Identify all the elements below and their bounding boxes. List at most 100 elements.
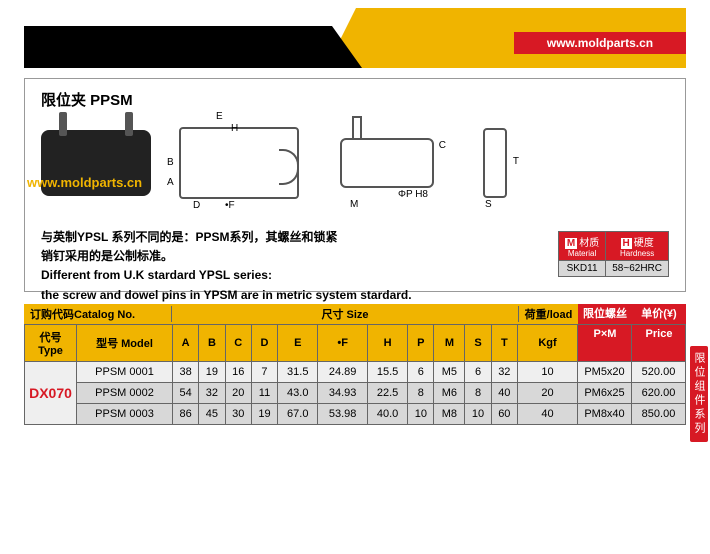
cell-t: 60: [491, 404, 517, 425]
cell-p: 8: [408, 383, 434, 404]
cell-b: 19: [199, 362, 225, 383]
cell-pm: PM6x25: [578, 383, 632, 404]
cell-t: 32: [491, 362, 517, 383]
part-side: C ΦP H8 M: [340, 138, 434, 188]
cell-e: 67.0: [278, 404, 318, 425]
dim-label: B: [167, 157, 174, 168]
title-en: SLIDE RETAINERS: [38, 45, 176, 61]
cell-pm: PM8x40: [578, 404, 632, 425]
catalog-header: 订购代码Catalog No. 尺寸 Size 荷重/load 限位螺丝 P×M…: [24, 304, 686, 324]
cell-s: 6: [465, 362, 491, 383]
cell-f: 53.98: [318, 404, 368, 425]
dim-label: M: [350, 199, 358, 210]
col-type: 代号 Type: [25, 325, 77, 362]
col-t: T: [491, 325, 517, 362]
dim-label: •F: [225, 200, 235, 211]
cell-c: 16: [225, 362, 251, 383]
material-box: M材质MaterialH硬度Hardness SKD1158~62HRC: [558, 231, 669, 277]
col-model: 型号 Model: [77, 325, 173, 362]
dim-label: D: [193, 200, 200, 211]
cell-a: 86: [173, 404, 199, 425]
content-panel: 限位夹 PPSM www.moldparts.cn E H B A D •F C…: [24, 78, 686, 292]
cell-model: PPSM 0001: [77, 362, 173, 383]
diagrams-row: E H B A D •F C ΦP H8 M T S: [41, 116, 669, 210]
cell-h: 40.0: [367, 404, 407, 425]
cell-a: 38: [173, 362, 199, 383]
cell-m: M8: [434, 404, 465, 425]
col-f: •F: [318, 325, 368, 362]
cell-s: 10: [465, 404, 491, 425]
col-d: D: [251, 325, 277, 362]
col-e: E: [278, 325, 318, 362]
spec-table-wrap: 订购代码Catalog No. 尺寸 Size 荷重/load 限位螺丝 P×M…: [24, 304, 686, 425]
cell-h: 22.5: [367, 383, 407, 404]
watermark: www.moldparts.cn: [27, 175, 142, 190]
banner-url[interactable]: www.moldparts.cn: [514, 32, 686, 54]
cell-model: PPSM 0002: [77, 383, 173, 404]
cell-m: M5: [434, 362, 465, 383]
desc-line: the screw and dowel pins in YPSM are in …: [41, 286, 669, 305]
mat-header: M材质Material: [558, 232, 605, 261]
cell-p: 6: [408, 362, 434, 383]
cell-d: 19: [251, 404, 277, 425]
cell-c: 20: [225, 383, 251, 404]
col-c: C: [225, 325, 251, 362]
col-h: H: [367, 325, 407, 362]
arrow-icon: [24, 29, 31, 39]
part-end: T S: [483, 128, 507, 198]
size-label: 尺寸 Size: [172, 306, 518, 322]
cell-b: 45: [199, 404, 225, 425]
col-m: M: [434, 325, 465, 362]
dim-label: E: [216, 111, 223, 122]
table-row: PPSM 00038645301967.053.9840.010M8106040…: [25, 404, 686, 425]
col-kgf: Kgf: [518, 325, 578, 362]
table-row: DX070PPSM 0001381916731.524.8915.56M5632…: [25, 362, 686, 383]
dim-label: C: [439, 140, 446, 151]
part-top: E H B A D •F: [179, 127, 299, 199]
dim-label: T: [513, 156, 519, 167]
subtitle: 限位夹 PPSM: [41, 89, 669, 110]
diagram-end: T S: [465, 128, 525, 198]
pm-label: 限位螺丝 P×M: [578, 304, 632, 324]
mat-value: SKD11: [558, 261, 605, 277]
spec-table: 代号 Type 型号 Model A B C D E •F H P M S T …: [24, 324, 686, 425]
pin-icon: [125, 112, 133, 136]
diagram-top: E H B A D •F: [169, 127, 309, 199]
cell-pm: PM5x20: [578, 362, 632, 383]
table-row: PPSM 00025432201143.034.9322.58M684020PM…: [25, 383, 686, 404]
cell-s: 8: [465, 383, 491, 404]
cell-b: 32: [199, 383, 225, 404]
catalog-label: 订购代码Catalog No.: [24, 306, 172, 322]
cell-p: 10: [408, 404, 434, 425]
dim-label: A: [167, 177, 174, 188]
col-p: P: [408, 325, 434, 362]
type-code: DX070: [25, 362, 77, 425]
price-label: 单价(¥) Price: [632, 304, 686, 324]
mat-value: 58~62HRC: [606, 261, 669, 277]
dim-label: H: [231, 123, 238, 134]
cell-f: 24.89: [318, 362, 368, 383]
col-a: A: [173, 325, 199, 362]
cell-price: 520.00: [632, 362, 686, 383]
cell-model: PPSM 0003: [77, 404, 173, 425]
title-cn: 限位夹 /: [35, 27, 88, 44]
cell-t: 40: [491, 383, 517, 404]
cell-c: 30: [225, 404, 251, 425]
cell-m: M6: [434, 383, 465, 404]
page-title: 限位夹 / SLIDE RETAINERS: [24, 24, 176, 61]
cell-d: 11: [251, 383, 277, 404]
mat-header: H硬度Hardness: [606, 232, 669, 261]
cell-h: 15.5: [367, 362, 407, 383]
cell-price: 850.00: [632, 404, 686, 425]
diagram-side: C ΦP H8 M: [327, 138, 447, 188]
cell-d: 7: [251, 362, 277, 383]
cell-f: 34.93: [318, 383, 368, 404]
pin-icon: [59, 112, 67, 136]
side-tab[interactable]: 限位组件系列: [690, 346, 708, 442]
cell-price: 620.00: [632, 383, 686, 404]
dim-label: ΦP H8: [398, 189, 428, 200]
cell-kgf: 40: [518, 404, 578, 425]
col-s: S: [465, 325, 491, 362]
cell-a: 54: [173, 383, 199, 404]
dim-label: S: [485, 199, 492, 210]
